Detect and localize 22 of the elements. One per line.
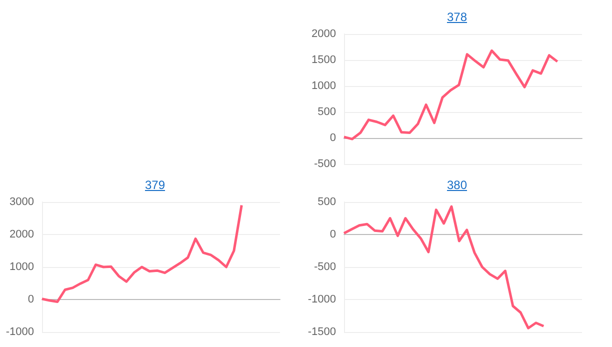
line-series bbox=[342, 49, 559, 140]
y-tick-label: -1500 bbox=[308, 326, 336, 338]
y-tick-label: -500 bbox=[314, 261, 336, 273]
y-tick-label: 3000 bbox=[10, 196, 34, 208]
y-tick-label: 2000 bbox=[10, 228, 34, 240]
y-tick-label: 0 bbox=[28, 294, 34, 306]
y-tick-label: 0 bbox=[330, 132, 336, 144]
chart-title: 380 bbox=[446, 178, 468, 192]
y-tick-label: -1000 bbox=[6, 326, 34, 338]
chart-title: 378 bbox=[446, 10, 468, 24]
y-tick-label: 2000 bbox=[312, 28, 336, 40]
y-tick-label: -500 bbox=[314, 158, 336, 170]
chart-title: 379 bbox=[144, 178, 166, 192]
y-tick-label: 1000 bbox=[10, 261, 34, 273]
line-series bbox=[342, 205, 545, 330]
y-tick-label: 1500 bbox=[312, 54, 336, 66]
y-tick-label: 1000 bbox=[312, 80, 336, 92]
y-tick-label: 500 bbox=[318, 196, 336, 208]
line-series bbox=[40, 204, 243, 304]
y-tick-label: 500 bbox=[318, 106, 336, 118]
y-tick-label: -1000 bbox=[308, 294, 336, 306]
y-tick-label: 0 bbox=[330, 228, 336, 240]
